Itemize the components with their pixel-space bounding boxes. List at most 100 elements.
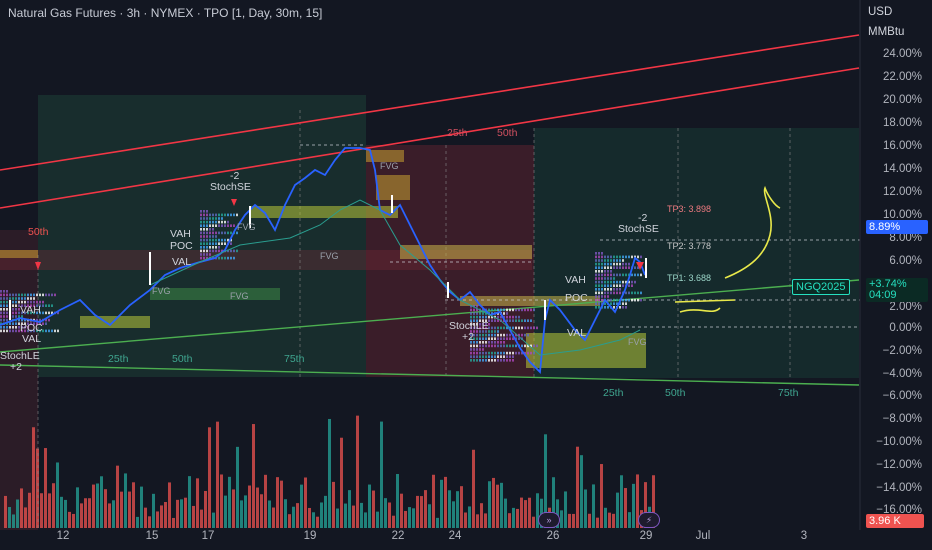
- tpo-cell: [470, 355, 472, 358]
- tpo-cell: [625, 298, 627, 302]
- lightning-icon[interactable]: ⚡: [638, 512, 660, 528]
- tpo-cell: [230, 256, 232, 260]
- tpo-cell: [488, 337, 490, 340]
- volume-bar: [268, 500, 271, 528]
- tpo-cell: [476, 323, 478, 326]
- volume-bar: [68, 511, 71, 528]
- tpo-cell: [613, 302, 615, 305]
- volume-bar: [496, 484, 499, 528]
- tpo-cell: [18, 326, 20, 329]
- tpo-cell: [6, 290, 8, 293]
- tpo-cell: [206, 238, 208, 242]
- tpo-cell: [42, 322, 44, 325]
- volume-bar: [172, 517, 175, 528]
- unit-selector[interactable]: MMBtu: [868, 26, 905, 38]
- x-axis-label: Jul: [695, 530, 711, 542]
- tpo-cell: [625, 255, 627, 259]
- tpo-cell: [494, 344, 496, 348]
- tpo-cell: [470, 315, 472, 319]
- tpo-cell: [485, 333, 487, 337]
- tpo-cell: [595, 262, 597, 266]
- volume-bar: [208, 427, 211, 528]
- tpo-cell: [224, 220, 226, 224]
- x-axis-label: 29: [639, 530, 653, 542]
- tpo-cell: [224, 238, 226, 242]
- tpo-cell: [227, 224, 229, 227]
- tpo-cell: [6, 297, 8, 300]
- tpo-cell: [203, 224, 205, 227]
- tpo-cell: [57, 311, 59, 315]
- y-axis-label: 2.00%: [889, 301, 922, 313]
- tpo-cell: [491, 319, 493, 322]
- double-arrow-icon[interactable]: »: [538, 512, 560, 528]
- tpo-cell: [488, 341, 490, 344]
- tpo-cell: [206, 228, 208, 231]
- volume-bar: [652, 475, 655, 528]
- tpo-cell: [482, 344, 484, 348]
- tpo-cell: [613, 306, 615, 309]
- tpo-cell: [631, 255, 633, 259]
- volume-bar: [148, 516, 151, 528]
- volume-bar: [176, 499, 179, 528]
- tpo-cell: [515, 315, 517, 319]
- volume-bar: [124, 473, 127, 528]
- tpo-cell: [598, 255, 600, 259]
- tpo-cell: [515, 319, 517, 322]
- volume-bar: [396, 474, 399, 528]
- tpo-cell: [604, 295, 606, 298]
- volume-bar: [424, 490, 427, 528]
- tpo-cell: [610, 266, 612, 269]
- volume-bar: [300, 484, 303, 528]
- tpo-cell: [503, 355, 505, 358]
- tpo-cell: [9, 322, 11, 325]
- tpo-cell: [36, 318, 38, 322]
- volume-bar: [92, 484, 95, 528]
- tpo-cell: [595, 252, 597, 255]
- tpo-cell: [515, 326, 517, 330]
- tpo-cell: [212, 224, 214, 227]
- volume-bar: [596, 517, 599, 528]
- tpo-cell: [6, 315, 8, 318]
- tpo-cell: [200, 224, 202, 227]
- volume-bar: [80, 503, 83, 528]
- volume-bar: [468, 506, 471, 528]
- tpo-cell: [203, 246, 205, 249]
- tpo-cell: [24, 304, 26, 307]
- tpo-cell: [607, 306, 609, 309]
- tpo-cell: [470, 308, 472, 312]
- tpo-cell: [482, 355, 484, 358]
- currency-selector[interactable]: USD: [868, 6, 893, 18]
- tpo-cell: [12, 315, 14, 318]
- tpo-cell: [613, 255, 615, 259]
- tpo-cell: [613, 262, 615, 266]
- tpo-cell: [0, 293, 2, 297]
- percentile-label: 25th: [447, 127, 468, 139]
- volume-bar: [128, 491, 131, 528]
- tpo-cell: [221, 217, 223, 220]
- tpo-cell: [488, 315, 490, 319]
- tpo-cell: [39, 322, 41, 325]
- tpo-cell: [212, 238, 214, 242]
- poc-label: POC: [170, 240, 193, 252]
- y-axis-label: −6.00%: [882, 390, 922, 402]
- tpo-cell: [209, 213, 211, 217]
- tpo-cell: [497, 351, 499, 355]
- tpo-cell: [619, 291, 621, 295]
- percentile-label: 50th: [28, 226, 49, 238]
- tpo-cell: [491, 330, 493, 333]
- tpo-cell: [206, 256, 208, 260]
- volume-bar: [184, 497, 187, 528]
- volume-bar: [308, 507, 311, 528]
- tpo-cell: [15, 308, 17, 311]
- tpo-cell: [221, 231, 223, 235]
- tpo-cell: [27, 293, 29, 297]
- tpo-cell: [494, 319, 496, 322]
- volume-bar: [416, 495, 419, 528]
- tpo-cell: [518, 333, 520, 337]
- tpo-cell: [622, 262, 624, 266]
- tpo-cell: [595, 270, 597, 273]
- tpo-cell: [482, 333, 484, 337]
- tpo-cell: [24, 326, 26, 329]
- tpo-cell: [628, 262, 630, 266]
